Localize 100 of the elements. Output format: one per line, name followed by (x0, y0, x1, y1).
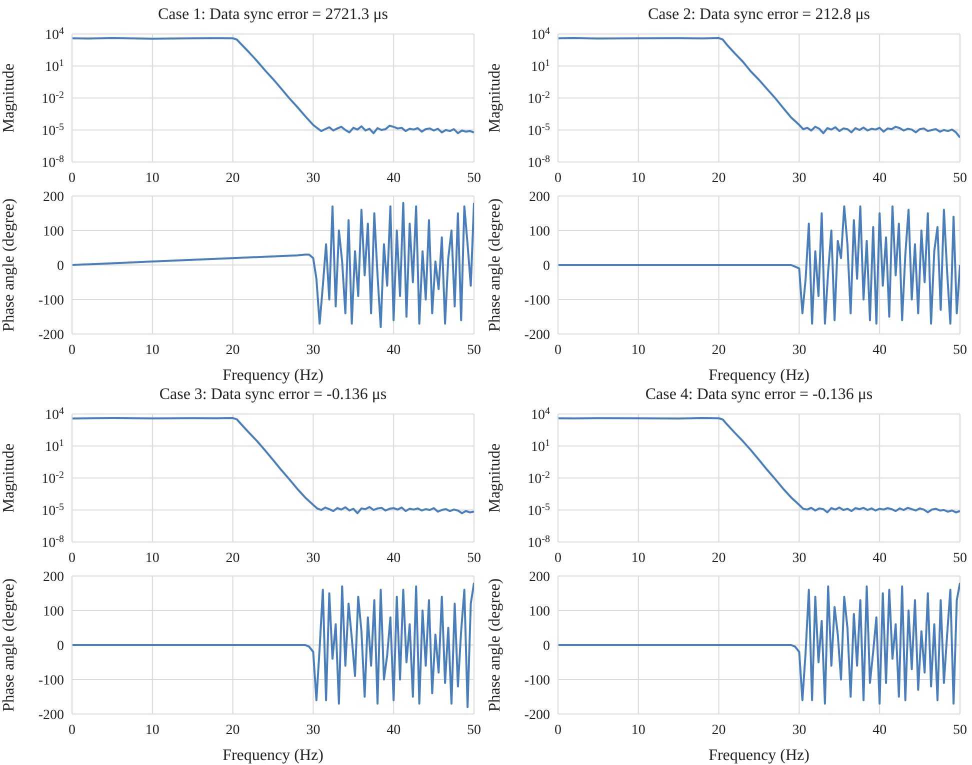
y-tick-label: 10$^{-8}$ (528, 154, 550, 171)
y-axis-title: Phase angle (degree) (0, 198, 18, 332)
x-tick-label: 40 (386, 551, 401, 566)
x-tick-label: 10 (631, 171, 646, 186)
y-tick-label: 100 (43, 604, 64, 620)
x-tick-label: 0 (68, 551, 76, 566)
line-series (72, 202, 474, 328)
y-tick-label: 10$^{1}$ (531, 438, 550, 455)
x-tick-label: 30 (792, 343, 806, 358)
x-axis-title: Frequency (Hz) (708, 367, 810, 384)
x-tick-label: 30 (306, 343, 320, 358)
x-tick-label: 20 (226, 723, 240, 738)
chart-title: Case 2: Data sync error = 212.8 μs (647, 5, 871, 25)
y-tick-label: 10$^{-5}$ (528, 122, 550, 139)
x-tick-label: 30 (306, 171, 320, 186)
y-tick-label: -100 (524, 294, 550, 308)
y-axis-title: Magnitude (0, 443, 18, 513)
x-tick-label: 20 (712, 723, 726, 738)
x-tick-label: 10 (145, 171, 160, 186)
x-tick-label: 0 (68, 723, 76, 738)
y-tick-label: 0 (543, 259, 550, 274)
y-tick-label: 10$^{1}$ (45, 58, 64, 75)
y-tick-label: 200 (43, 570, 64, 585)
x-tick-label: 10 (145, 551, 160, 566)
y-tick-label: 0 (57, 259, 64, 274)
y-tick-label: 0 (57, 639, 64, 654)
x-tick-label: 30 (792, 723, 806, 738)
line-series (558, 582, 960, 705)
x-tick-label: 50 (953, 343, 967, 358)
x-tick-label: 0 (554, 551, 562, 566)
y-tick-label: -200 (524, 328, 550, 343)
y-tick-label: 200 (43, 190, 64, 205)
line-series (558, 417, 960, 514)
y-tick-label: 200 (529, 190, 550, 205)
x-tick-label: 0 (554, 171, 562, 186)
x-tick-label: 10 (631, 723, 646, 738)
x-tick-label: 30 (792, 551, 806, 566)
x-axis-title: Frequency (Hz) (708, 747, 810, 764)
y-axis-title: Magnitude (486, 63, 504, 133)
x-axis-title: Frequency (Hz) (222, 367, 324, 384)
line-series (72, 37, 474, 134)
x-tick-label: 0 (68, 171, 76, 186)
x-tick-label: 10 (631, 343, 646, 358)
line-series (558, 205, 960, 325)
chart-title: Case 1: Data sync error = 2721.3 μs (157, 5, 389, 25)
y-tick-label: 10$^{-2}$ (528, 90, 550, 107)
y-tick-label: 10$^{-5}$ (42, 122, 64, 139)
x-tick-label: 30 (306, 551, 320, 566)
y-tick-label: 0 (543, 639, 550, 654)
x-tick-label: 10 (631, 551, 646, 566)
x-tick-label: 40 (872, 551, 887, 566)
x-tick-label: 20 (712, 343, 726, 358)
y-tick-label: 10$^{-8}$ (528, 534, 550, 551)
x-tick-label: 0 (554, 343, 562, 358)
x-tick-label: 50 (467, 343, 481, 358)
line-series (72, 417, 474, 514)
chart-title: Case 4: Data sync error = -0.136 μs (644, 385, 874, 405)
y-tick-label: 10$^{-8}$ (42, 534, 64, 551)
y-tick-label: -100 (38, 674, 64, 688)
y-tick-label: 10$^{4}$ (531, 26, 550, 43)
x-tick-label: 40 (386, 343, 401, 358)
x-tick-label: 40 (872, 723, 887, 738)
line-series (72, 582, 474, 708)
x-tick-label: 30 (792, 171, 806, 186)
y-axis-title: Phase angle (degree) (486, 198, 504, 332)
x-tick-label: 50 (953, 723, 967, 738)
y-tick-label: 100 (43, 224, 64, 240)
y-tick-label: 10$^{1}$ (45, 438, 64, 455)
x-tick-label: 30 (306, 723, 320, 738)
y-tick-label: 10$^{4}$ (45, 26, 64, 43)
x-tick-label: 50 (953, 551, 967, 566)
x-tick-label: 20 (226, 171, 240, 186)
x-tick-label: 50 (467, 551, 481, 566)
y-tick-label: 10$^{-5}$ (42, 502, 64, 519)
y-axis-title: Phase angle (degree) (486, 578, 504, 712)
y-axis-title: Phase angle (degree) (0, 578, 18, 712)
y-tick-label: 10$^{4}$ (45, 406, 64, 423)
y-tick-label: 10$^{-2}$ (528, 470, 550, 487)
x-tick-label: 20 (712, 551, 726, 566)
x-tick-label: 40 (386, 723, 401, 738)
x-tick-label: 40 (872, 171, 887, 186)
x-tick-label: 10 (145, 723, 160, 738)
x-tick-label: 50 (953, 171, 967, 186)
x-tick-label: 20 (712, 171, 726, 186)
y-tick-label: -100 (524, 674, 550, 688)
chart-title: Case 3: Data sync error = -0.136 μs (158, 385, 388, 405)
y-tick-label: 10$^{-8}$ (42, 154, 64, 171)
x-tick-label: 10 (145, 343, 160, 358)
x-tick-label: 40 (872, 343, 887, 358)
y-tick-label: 10$^{-5}$ (528, 502, 550, 519)
y-tick-label: 10$^{1}$ (531, 58, 550, 75)
line-series (558, 37, 960, 138)
y-tick-label: 100 (529, 604, 550, 620)
y-tick-label: 100 (529, 224, 550, 240)
y-tick-label: 200 (529, 570, 550, 585)
x-tick-label: 0 (68, 343, 76, 358)
x-axis-title: Frequency (Hz) (222, 747, 324, 764)
x-tick-label: 20 (226, 551, 240, 566)
y-tick-label: -200 (38, 328, 64, 343)
x-tick-label: 50 (467, 723, 481, 738)
